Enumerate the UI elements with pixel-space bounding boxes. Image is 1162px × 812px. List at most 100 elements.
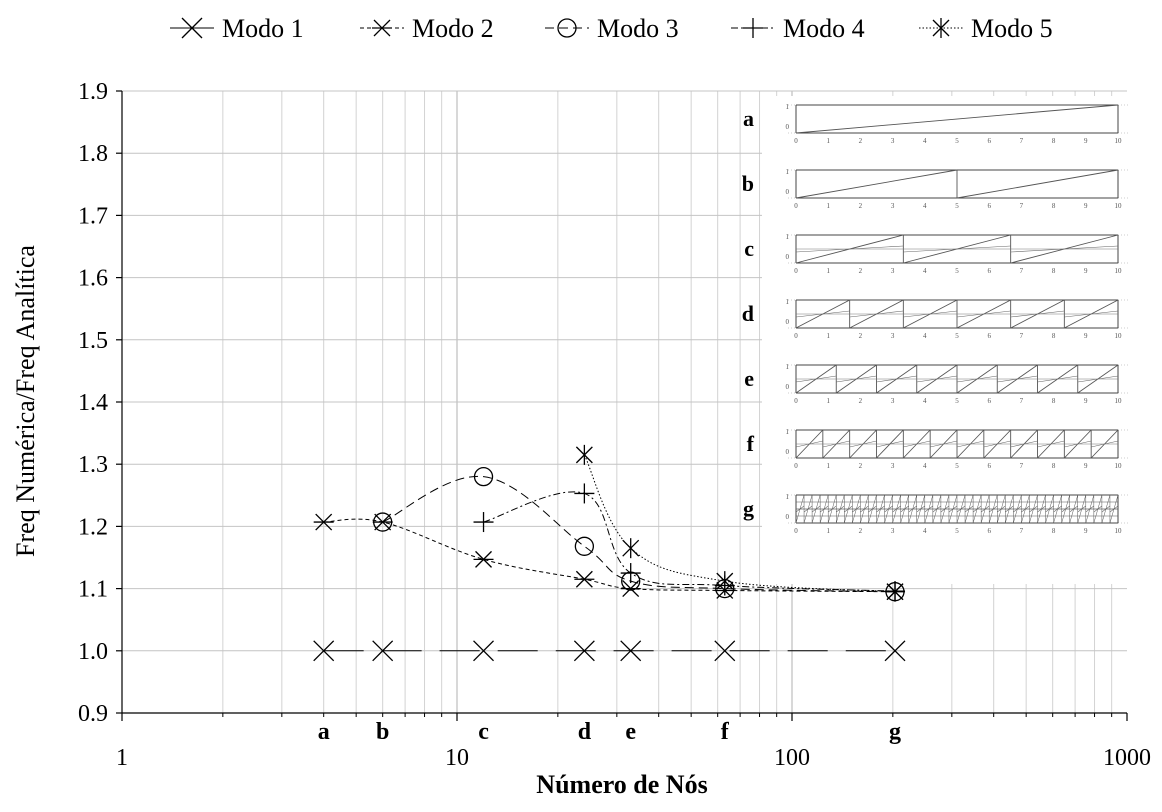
inset-letter-a: a [743, 106, 754, 131]
series-line [382, 476, 896, 593]
inset-tick-label: 6 [987, 397, 991, 405]
data-point [573, 640, 595, 662]
inset-tick-label: 10 [1115, 137, 1123, 145]
y-tick-label: 1.6 [78, 266, 108, 292]
inset-tick-label: 10 [1115, 527, 1123, 535]
x-tick-label: 1 [116, 745, 128, 771]
inset-letter-c: c [744, 236, 754, 261]
inset-tick-label: 0 [794, 202, 798, 210]
legend-item-3: Modo 3 [545, 14, 679, 43]
inset-tick-label: 8 [1052, 397, 1056, 405]
mesh-label-f: f [721, 719, 730, 745]
marker-stroke [884, 640, 906, 662]
inset-tick-label: 9 [1084, 267, 1088, 275]
inset-tick-label: 3 [891, 332, 895, 340]
data-point [620, 640, 642, 662]
legend-marker [932, 18, 950, 38]
inset-tick-label: 4 [923, 462, 927, 470]
legend-item-4: Modo 4 [731, 14, 865, 43]
data-point [884, 640, 906, 662]
marker-stroke [557, 18, 577, 38]
inset-tick-label: 1 [826, 527, 830, 535]
inset-tick-label: 6 [987, 202, 991, 210]
marker-stroke [573, 640, 595, 662]
inset-letter-b: b [742, 171, 754, 196]
data-point [886, 581, 904, 602]
inset-y-tick-label: 0 [786, 123, 790, 131]
data-point [473, 550, 494, 568]
legend-item-1: Modo 1 [170, 14, 304, 43]
inset-tick-label: 2 [859, 267, 863, 275]
inset-tick-label: 6 [987, 462, 991, 470]
data-point [714, 640, 736, 662]
legend-marker [181, 17, 203, 39]
inset-tick-label: 0 [794, 527, 798, 535]
inset-tick-label: 7 [1020, 527, 1024, 535]
legend-label: Modo 2 [412, 14, 494, 43]
inset-tick-label: 9 [1084, 527, 1088, 535]
marker-stroke [473, 640, 494, 662]
inset-tick-label: 3 [891, 267, 895, 275]
inset-tick-label: 3 [891, 462, 895, 470]
data-point [620, 563, 641, 584]
inset-tick-label: 2 [859, 332, 863, 340]
inset-tick-label: 5 [955, 462, 959, 470]
inset-tick-label: 2 [859, 527, 863, 535]
inset-tick-label: 8 [1052, 527, 1056, 535]
mesh-label-a: a [318, 719, 330, 745]
inset-tick-label: 2 [859, 137, 863, 145]
legend-marker [557, 18, 577, 38]
inset-letter-d: d [742, 301, 754, 326]
inset-tick-label: 4 [923, 527, 927, 535]
legend-marker [372, 19, 392, 37]
inset-y-tick-label: 1 [786, 103, 790, 111]
inset-tick-label: 1 [826, 267, 830, 275]
inset-y-tick-label: 0 [786, 318, 790, 326]
data-point [574, 536, 595, 556]
x-axis-title: Número de Nós [536, 770, 707, 799]
series-line [483, 491, 896, 592]
inset-tick-label: 4 [923, 202, 927, 210]
inset-tick-label: 4 [923, 137, 927, 145]
inset-tick-label: 7 [1020, 137, 1024, 145]
marker-stroke [714, 640, 736, 662]
data-point [473, 512, 494, 533]
axes-layer: 0.91.01.11.21.31.41.51.61.71.81.91 10 100 1… [78, 79, 1151, 771]
inset-tick-label: 8 [1052, 267, 1056, 275]
inset-y-tick-label: 1 [786, 428, 790, 436]
legend-label: Modo 5 [971, 14, 1053, 43]
mesh-diagonal [956, 169, 1119, 199]
inset-background [762, 96, 1134, 584]
data-point [575, 444, 593, 465]
inset-tick-label: 7 [1020, 462, 1024, 470]
data-point [622, 538, 640, 559]
inset-letter-g: g [743, 496, 754, 521]
inset-letter-f: f [747, 431, 755, 456]
marker-stroke [473, 466, 494, 487]
y-tick-label: 1.4 [78, 390, 108, 416]
data-point [313, 513, 334, 531]
inset-tick-label: 6 [987, 527, 991, 535]
inset-tick-label: 1 [826, 137, 830, 145]
inset-tick-label: 5 [955, 267, 959, 275]
mesh-label-g: g [889, 719, 901, 745]
legend-marker [743, 18, 763, 38]
mesh-label-e: e [625, 719, 636, 745]
y-tick-label: 1.9 [78, 79, 108, 105]
inset-tick-label: 10 [1115, 202, 1123, 210]
inset-tick-label: 8 [1052, 202, 1056, 210]
inset-y-tick-label: 0 [786, 448, 790, 456]
y-tick-label: 1.2 [78, 514, 108, 540]
inset-tick-label: 9 [1084, 332, 1088, 340]
inset-tick-label: 5 [955, 202, 959, 210]
inset-tick-label: 0 [794, 332, 798, 340]
inset-tick-label: 9 [1084, 462, 1088, 470]
inset-y-tick-label: 1 [786, 493, 790, 501]
x-tick-label: 10 [445, 745, 469, 771]
inset-tick-label: 3 [891, 202, 895, 210]
y-tick-label: 1.5 [78, 328, 108, 354]
y-tick-label: 1.0 [78, 639, 108, 665]
inset-y-tick-label: 1 [786, 233, 790, 241]
